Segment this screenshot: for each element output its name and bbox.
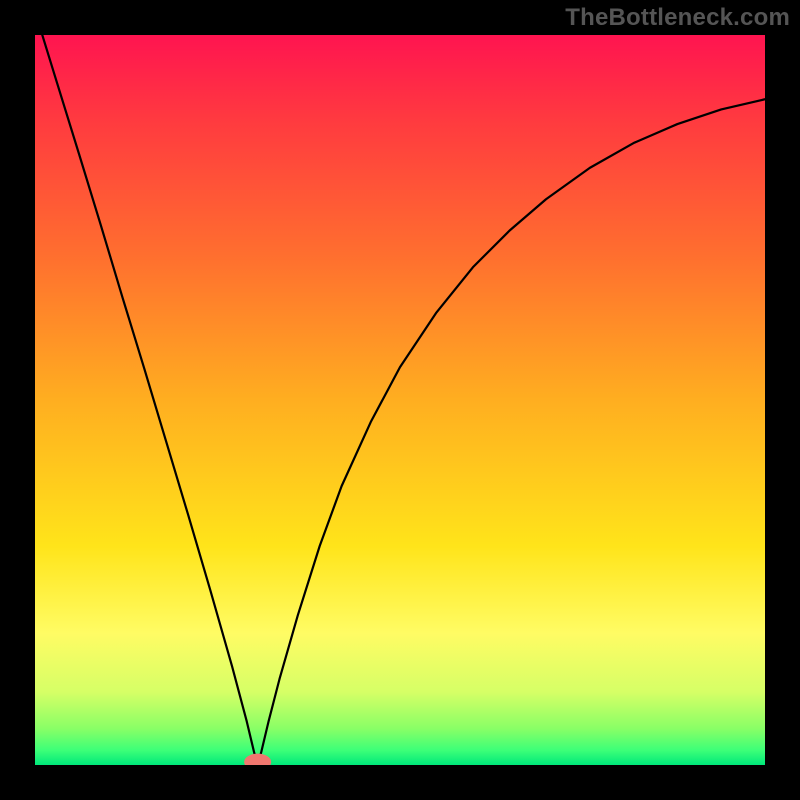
plot-svg	[35, 35, 765, 765]
watermark-text: TheBottleneck.com	[565, 4, 790, 32]
plot-area	[35, 35, 765, 765]
plot-background	[35, 35, 765, 765]
chart-stage: TheBottleneck.com	[0, 0, 800, 800]
